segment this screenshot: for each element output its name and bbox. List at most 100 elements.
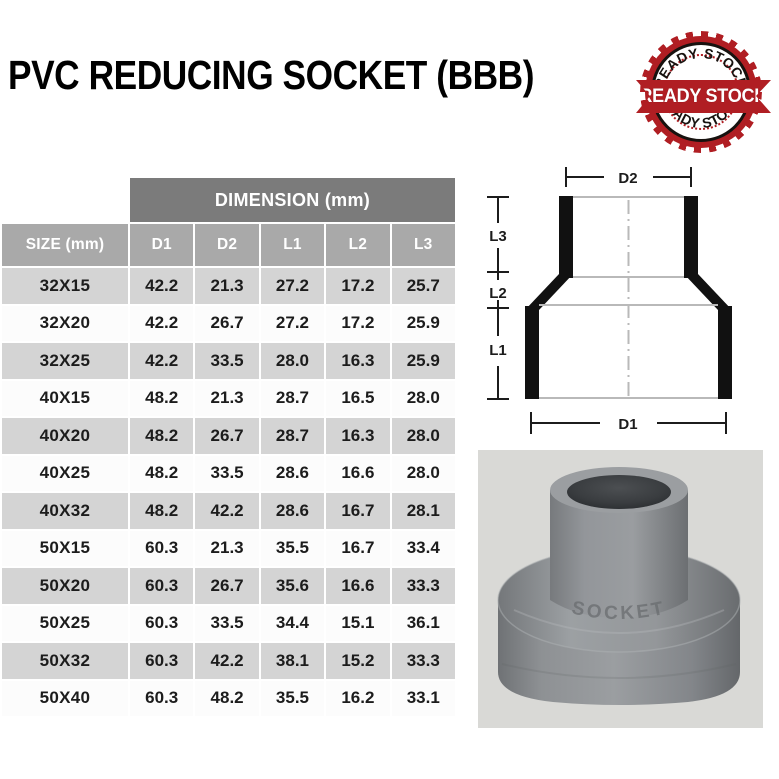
d2-label: D2 (618, 170, 637, 187)
cell-d1: 60.3 (127, 566, 196, 606)
cell-l3: 25.9 (389, 303, 457, 343)
cell-l2: 16.7 (324, 528, 392, 568)
cell-l2: 17.2 (324, 303, 392, 343)
cell-d1: 60.3 (127, 678, 196, 718)
d1-label: D1 (618, 416, 637, 433)
table-row: 40X20 48.2 26.7 28.7 16.3 28.0 (0, 416, 457, 456)
cell-d1: 42.2 (127, 303, 196, 343)
cell-d1: 60.3 (127, 603, 196, 643)
cell-size: 32X25 (0, 341, 130, 381)
cell-l3: 25.9 (389, 341, 457, 381)
d1-dimension-line (530, 412, 727, 434)
cell-l1: 35.5 (258, 528, 327, 568)
cell-d1: 42.2 (127, 266, 196, 306)
table-row: 40X32 48.2 42.2 28.6 16.7 28.1 (0, 491, 457, 531)
table-row: 32X20 42.2 26.7 27.2 17.2 25.9 (0, 303, 457, 343)
l3-label: L3 (489, 228, 507, 245)
cell-l1: 34.4 (258, 603, 327, 643)
cell-d1: 48.2 (127, 491, 196, 531)
cell-d2: 26.7 (193, 416, 261, 456)
cell-l1: 28.0 (258, 341, 327, 381)
cell-size: 32X15 (0, 266, 130, 306)
cell-l2: 15.2 (324, 641, 392, 681)
cell-size: 32X20 (0, 303, 130, 343)
column-header-size: SIZE (mm) (0, 222, 130, 268)
table-banner-row: DIMENSION (mm) (1, 176, 457, 224)
photo-upper-barrel (550, 490, 688, 618)
table-row: 50X20 60.3 26.7 35.6 16.6 33.3 (0, 566, 457, 606)
cell-d2: 42.2 (193, 641, 261, 681)
cell-l3: 28.1 (389, 491, 457, 531)
cell-d2: 33.5 (193, 603, 261, 643)
cell-l2: 16.6 (324, 453, 392, 493)
cell-size: 40X20 (0, 416, 130, 456)
table-row: 32X15 42.2 21.3 27.2 17.2 25.7 (0, 266, 457, 306)
cell-l1: 27.2 (258, 303, 327, 343)
cell-d2: 26.7 (193, 566, 261, 606)
cell-d2: 21.3 (193, 378, 261, 418)
photo-bore (567, 475, 671, 509)
cell-l2: 17.2 (324, 266, 392, 306)
banner-spacer-cell (1, 177, 129, 223)
cell-d2: 21.3 (193, 266, 261, 306)
cell-d1: 48.2 (127, 378, 196, 418)
table-header-row: SIZE (mm) D1 D2 L1 L2 L3 (0, 222, 457, 268)
cell-size: 40X32 (0, 491, 130, 531)
cell-l1: 28.6 (258, 453, 327, 493)
cell-l2: 16.3 (324, 341, 392, 381)
dimension-banner-label: DIMENSION (mm) (128, 176, 457, 224)
cell-d1: 60.3 (127, 641, 196, 681)
cell-l2: 16.6 (324, 566, 392, 606)
d2-dimension-line (565, 167, 692, 187)
cell-l3: 33.4 (389, 528, 457, 568)
cell-d2: 33.5 (193, 453, 261, 493)
cell-l1: 35.5 (258, 678, 327, 718)
page-title: PVC REDUCING SOCKET (BBB) (8, 52, 535, 98)
cell-l1: 28.7 (258, 378, 327, 418)
dimension-table-container: DIMENSION (mm) SIZE (mm) D1 D2 L1 L2 L3 … (0, 176, 457, 718)
cell-l2: 15.1 (324, 603, 392, 643)
table-row: 50X32 60.3 42.2 38.1 15.2 33.3 (0, 641, 457, 681)
product-photo: SOCKET (478, 450, 763, 728)
cell-size: 40X25 (0, 453, 130, 493)
cell-d2: 21.3 (193, 528, 261, 568)
cell-l1: 38.1 (258, 641, 327, 681)
cell-l3: 33.1 (389, 678, 457, 718)
dimension-table-body: 32X15 42.2 21.3 27.2 17.2 25.7 32X20 42.2 26.7 27… (0, 266, 457, 718)
cell-size: 40X15 (0, 378, 130, 418)
cell-l1: 28.6 (258, 491, 327, 531)
table-row: 40X25 48.2 33.5 28.6 16.6 28.0 (0, 453, 457, 493)
cell-size: 50X25 (0, 603, 130, 643)
cell-l3: 25.7 (389, 266, 457, 306)
cell-l3: 33.3 (389, 566, 457, 606)
ready-stock-badge: READY STOCK READY STOCK READY STOCK (636, 32, 771, 154)
cell-l1: 28.7 (258, 416, 327, 456)
column-header-l1: L1 (258, 222, 327, 268)
dimension-table: DIMENSION (mm) SIZE (mm) D1 D2 L1 L2 L3 … (0, 176, 457, 718)
cell-l2: 16.7 (324, 491, 392, 531)
cell-l1: 27.2 (258, 266, 327, 306)
cell-d2: 42.2 (193, 491, 261, 531)
cell-l3: 36.1 (389, 603, 457, 643)
cell-d1: 48.2 (127, 416, 196, 456)
cell-size: 50X32 (0, 641, 130, 681)
cell-l2: 16.3 (324, 416, 392, 456)
table-row: 40X15 48.2 21.3 28.7 16.5 28.0 (0, 378, 457, 418)
badge-ribbon: READY STOCK (636, 80, 771, 113)
column-header-l3: L3 (389, 222, 457, 268)
cell-size: 50X20 (0, 566, 130, 606)
cell-l3: 28.0 (389, 453, 457, 493)
cell-d1: 42.2 (127, 341, 196, 381)
table-row: 32X25 42.2 33.5 28.0 16.3 25.9 (0, 341, 457, 381)
cell-size: 50X40 (0, 678, 130, 718)
cell-d1: 60.3 (127, 528, 196, 568)
column-header-d2: D2 (193, 222, 261, 268)
cell-d2: 26.7 (193, 303, 261, 343)
badge-ribbon-label: READY STOCK (639, 85, 768, 107)
cell-l2: 16.5 (324, 378, 392, 418)
cell-size: 50X15 (0, 528, 130, 568)
column-header-l2: L2 (324, 222, 392, 268)
table-row: 50X25 60.3 33.5 34.4 15.1 36.1 (0, 603, 457, 643)
cell-l3: 28.0 (389, 378, 457, 418)
